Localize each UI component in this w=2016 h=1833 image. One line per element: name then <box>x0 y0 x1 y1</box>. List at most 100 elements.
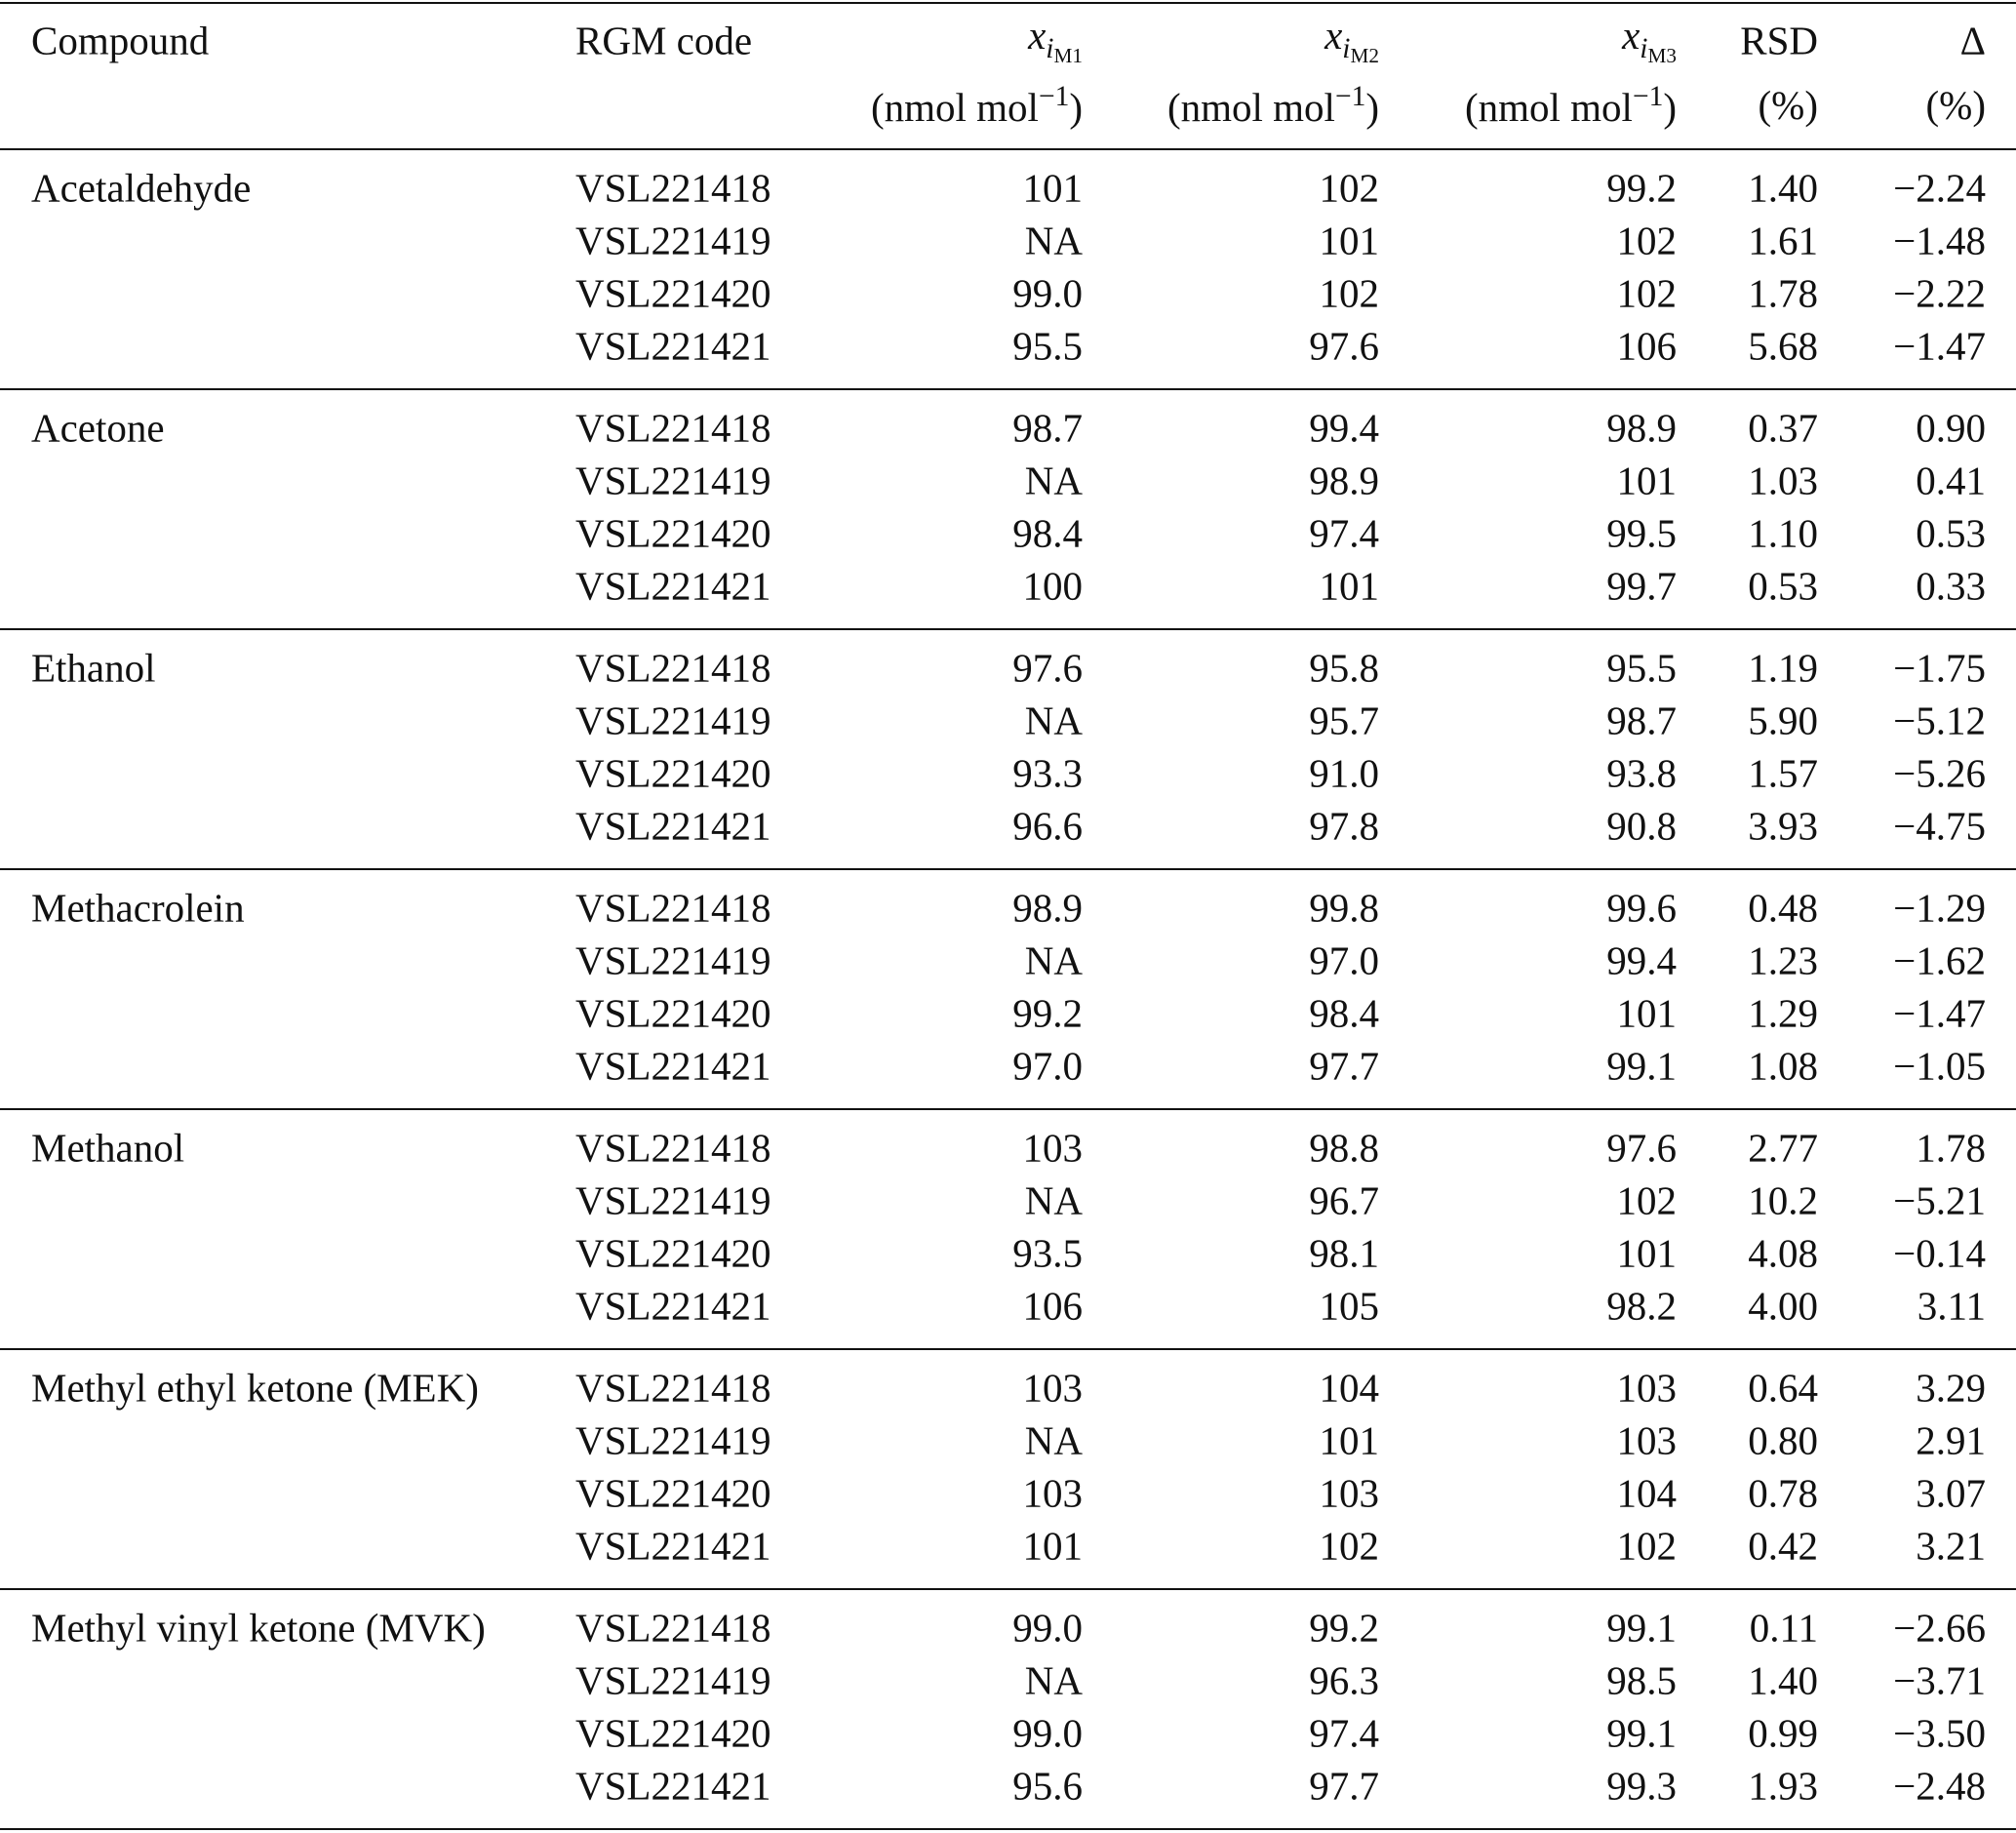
table-cell: 99.0 <box>1012 1605 1083 1651</box>
table-cell: 97.4 <box>1309 510 1379 556</box>
header-unit: (%) <box>1925 82 1986 128</box>
rgm-code: VSL221420 <box>575 1470 771 1516</box>
table-cell: 101 <box>1319 1417 1380 1463</box>
table-cell: 0.90 <box>1916 405 1986 451</box>
table-cell: 0.11 <box>1749 1605 1818 1651</box>
header-unit: (%) <box>1758 82 1818 128</box>
table-cell: 95.7 <box>1309 697 1379 743</box>
rgm-code: VSL221419 <box>575 458 771 503</box>
table-cell: 99.8 <box>1309 885 1379 931</box>
rgm-code: VSL221420 <box>575 1710 771 1756</box>
table-cell: 101 <box>1319 218 1380 263</box>
rule <box>0 2 2016 4</box>
table-cell: 99.2 <box>1309 1605 1379 1651</box>
unit-text: (%) <box>1758 82 1818 128</box>
rgm-code: VSL221418 <box>575 165 771 211</box>
unit-close: ) <box>1069 85 1083 131</box>
table-cell: −1.75 <box>1893 645 1986 691</box>
table-cell: 99.1 <box>1606 1605 1677 1651</box>
table-cell: 1.61 <box>1748 218 1818 263</box>
compound-name: Acetaldehyde <box>31 165 252 211</box>
rule <box>0 868 2016 870</box>
rgm-code: VSL221419 <box>575 697 771 743</box>
rgm-code: VSL221418 <box>575 1365 771 1411</box>
table-cell: 99.0 <box>1012 270 1083 316</box>
table-cell: 106 <box>1616 323 1678 369</box>
table-cell: 102 <box>1616 1523 1678 1569</box>
table-cell: 1.93 <box>1748 1763 1818 1809</box>
table-cell: 1.40 <box>1748 1657 1818 1703</box>
unit-close: ) <box>1365 85 1379 131</box>
header-symbol: x <box>1324 12 1343 58</box>
rgm-code: VSL221421 <box>575 1763 771 1809</box>
table-cell: 98.1 <box>1309 1230 1379 1276</box>
table-cell: 98.7 <box>1012 405 1083 451</box>
table-cell: 99.3 <box>1606 1763 1677 1809</box>
table-cell: 99.1 <box>1606 1710 1677 1756</box>
rule <box>0 1588 2016 1590</box>
table-cell: 1.78 <box>1748 270 1818 316</box>
rgm-code: VSL221420 <box>575 990 771 1036</box>
rgm-code: VSL221419 <box>575 1177 771 1223</box>
table-cell: 1.08 <box>1748 1043 1818 1089</box>
compound-name: Methanol <box>31 1125 185 1171</box>
table-cell: 97.6 <box>1012 645 1083 691</box>
table-cell: 4.00 <box>1748 1283 1818 1329</box>
table-cell: −1.48 <box>1893 218 1986 263</box>
table-cell: 103 <box>1022 1365 1084 1411</box>
table-cell: 97.6 <box>1606 1125 1677 1171</box>
table-cell: 4.08 <box>1748 1230 1818 1276</box>
table-cell: 97.0 <box>1309 937 1379 983</box>
table-cell: −1.62 <box>1893 937 1986 983</box>
table-cell: NA <box>1024 458 1083 503</box>
table-cell: 93.5 <box>1012 1230 1083 1276</box>
table-cell: 98.7 <box>1606 697 1677 743</box>
rgm-code: VSL221421 <box>575 563 771 609</box>
table-cell: −2.48 <box>1893 1763 1986 1809</box>
table-cell: NA <box>1024 697 1083 743</box>
rgm-code: VSL221418 <box>575 1125 771 1171</box>
table-cell: 97.7 <box>1309 1763 1379 1809</box>
table-cell: 90.8 <box>1606 803 1677 849</box>
rgm-code: VSL221420 <box>575 270 771 316</box>
rule <box>0 388 2016 390</box>
table-cell: 99.7 <box>1606 563 1677 609</box>
table-cell: 1.23 <box>1748 937 1818 983</box>
header-subsubscript: M1 <box>1053 43 1083 67</box>
unit-close: ) <box>1663 85 1677 131</box>
table-cell: 1.57 <box>1748 750 1818 796</box>
table-cell: 102 <box>1319 1523 1380 1569</box>
table-cell: 5.68 <box>1748 323 1818 369</box>
header-text: Δ <box>1959 18 1986 63</box>
rgm-code: VSL221419 <box>575 1417 771 1463</box>
table-cell: 0.48 <box>1748 885 1818 931</box>
table-cell: 102 <box>1319 165 1380 211</box>
header-cell: RSD <box>1740 18 1818 63</box>
table-cell: NA <box>1024 1417 1083 1463</box>
header-cell: xiM3 <box>1622 15 1677 66</box>
rgm-code: VSL221421 <box>575 323 771 369</box>
rgm-code: VSL221419 <box>575 1657 771 1703</box>
rgm-code: VSL221420 <box>575 1230 771 1276</box>
table-cell: 0.78 <box>1748 1470 1818 1516</box>
rgm-code: VSL221418 <box>575 1605 771 1651</box>
table-cell: −0.14 <box>1893 1230 1986 1276</box>
table-cell: 102 <box>1616 218 1678 263</box>
table-cell: 101 <box>1319 563 1380 609</box>
rgm-code: VSL221418 <box>575 885 771 931</box>
rgm-code: VSL221418 <box>575 645 771 691</box>
header-subscript: iM2 <box>1342 32 1379 67</box>
header-cell: xiM2 <box>1324 12 1379 67</box>
compound-name: Methyl vinyl ketone (MVK) <box>31 1605 486 1651</box>
unit-text: (%) <box>1925 82 1986 128</box>
table-cell: 0.37 <box>1748 405 1818 451</box>
table-cell: 97.4 <box>1309 1710 1379 1756</box>
table-cell: −1.47 <box>1893 323 1986 369</box>
table-cell: 103 <box>1022 1125 1084 1171</box>
header-text: RSD <box>1740 18 1818 63</box>
table-cell: 102 <box>1616 1177 1678 1223</box>
rgm-code: VSL221419 <box>575 218 771 263</box>
table-cell: 96.7 <box>1309 1177 1379 1223</box>
table-cell: 0.41 <box>1916 458 1986 503</box>
